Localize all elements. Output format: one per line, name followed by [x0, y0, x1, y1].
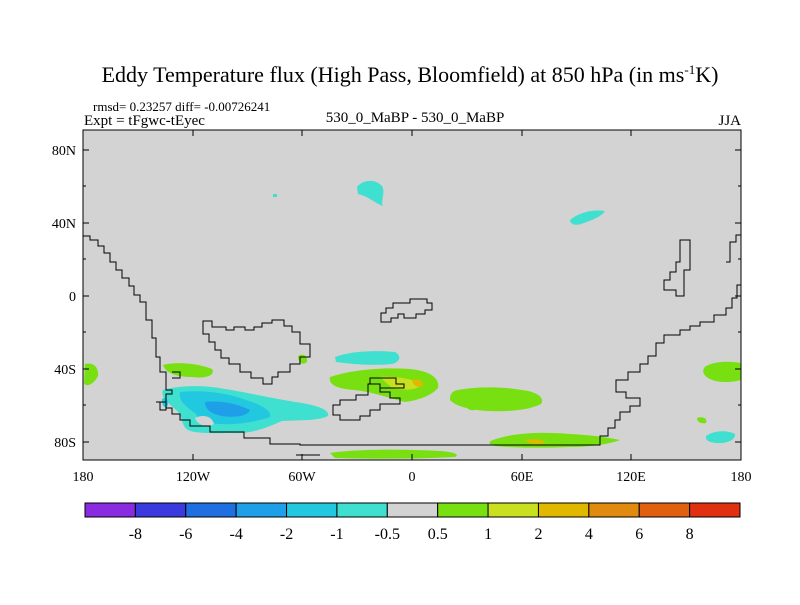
shade-region: [273, 194, 277, 197]
colorbar-swatch: [286, 502, 338, 518]
coastline: [332, 383, 401, 421]
colorbar-swatch: [437, 502, 489, 518]
x-tick-label: 0: [409, 470, 416, 485]
colorbar-swatch: [588, 502, 640, 518]
colorbar-label: 6: [635, 526, 643, 543]
colorbar-swatch: [537, 502, 590, 518]
shade-region: [195, 416, 214, 426]
coastline: [172, 371, 181, 379]
coastline: [726, 234, 741, 263]
colorbar-label: -6: [179, 526, 192, 543]
case-label: 530_0_MaBP - 530_0_MaBP: [326, 110, 505, 126]
shade-region: [205, 401, 250, 417]
x-tick-label: 120W: [176, 470, 211, 485]
colorbar-label: -8: [129, 526, 142, 543]
y-tick-label: 0: [69, 290, 76, 305]
map-plot: 80N 40N 0 40S 80S 180 120W 60W 0 60E 120…: [52, 129, 752, 485]
y-tick-label: 40S: [54, 363, 76, 378]
axis-ticks: [83, 130, 741, 460]
shade-region: [162, 397, 169, 408]
y-tick-label: 40N: [52, 217, 76, 232]
y-axis-labels: 80N 40N 0 40S 80S: [52, 144, 76, 451]
colorbar-label: 0.5: [428, 526, 448, 543]
colorbar: -8 -6 -4 -2 -1 -0.5 0.5 1 2 4 6 8: [84, 502, 741, 543]
colorbar-label: -0.5: [375, 526, 400, 543]
shade-region: [703, 361, 741, 383]
colorbar-swatch: [638, 502, 691, 518]
colorbar-label: -1: [330, 526, 343, 543]
colorbar-label: 2: [534, 526, 542, 543]
colorbar-label: 8: [686, 526, 694, 543]
figure-title: Eddy Temperature flux (High Pass, Bloomf…: [102, 62, 719, 87]
shade-region: [697, 417, 707, 424]
shade-region: [163, 363, 213, 378]
shade-region: [570, 210, 605, 225]
x-tick-label: 60E: [511, 470, 534, 485]
shade-region: [330, 449, 457, 459]
shade-region: [489, 432, 620, 448]
colorbar-label: -2: [280, 526, 293, 543]
colorbar-label: -4: [229, 526, 242, 543]
shade-region: [329, 368, 439, 402]
coastline: [663, 239, 691, 297]
shade-region: [335, 351, 400, 365]
colorbar-swatch: [84, 502, 136, 518]
x-tick-label: 180: [731, 470, 752, 485]
shade-region: [357, 180, 384, 206]
shade-region: [466, 405, 476, 411]
shade-region: [412, 379, 424, 387]
colorbar-swatch: [386, 502, 439, 518]
colorbar-swatch: [336, 502, 388, 518]
colorbar-swatch: [134, 502, 187, 518]
shade-region: [380, 376, 422, 390]
colorbar-swatch: [487, 502, 539, 518]
experiment-label: Expt = tFgwc-tEyec: [84, 113, 205, 129]
shade-region: [525, 439, 545, 444]
colorbar-label: 4: [585, 526, 593, 543]
colorbar-swatch: [185, 502, 237, 518]
x-tick-label: 60W: [288, 470, 316, 485]
colorbar-swatch: [235, 502, 288, 518]
coastline: [202, 319, 311, 385]
x-tick-label: 180: [73, 470, 94, 485]
coastline: [369, 377, 405, 389]
x-axis-labels: 180 120W 60W 0 60E 120E 180: [73, 470, 752, 485]
coastline: [160, 284, 741, 446]
coastline: [83, 235, 173, 411]
shaded-fields: [84, 180, 741, 459]
stats-label: rmsd= 0.23257 diff= -0.00726241: [93, 99, 270, 114]
coastline: [380, 298, 433, 323]
x-tick-label: 120E: [616, 470, 646, 485]
y-tick-label: 80N: [52, 144, 76, 159]
y-tick-label: 80S: [54, 436, 76, 451]
season-label: JJA: [718, 113, 741, 129]
colorbar-swatch: [689, 502, 741, 518]
colorbar-label: 1: [484, 526, 492, 543]
shade-region: [705, 431, 736, 444]
shade-region: [450, 387, 543, 412]
coastlines: [83, 234, 741, 456]
